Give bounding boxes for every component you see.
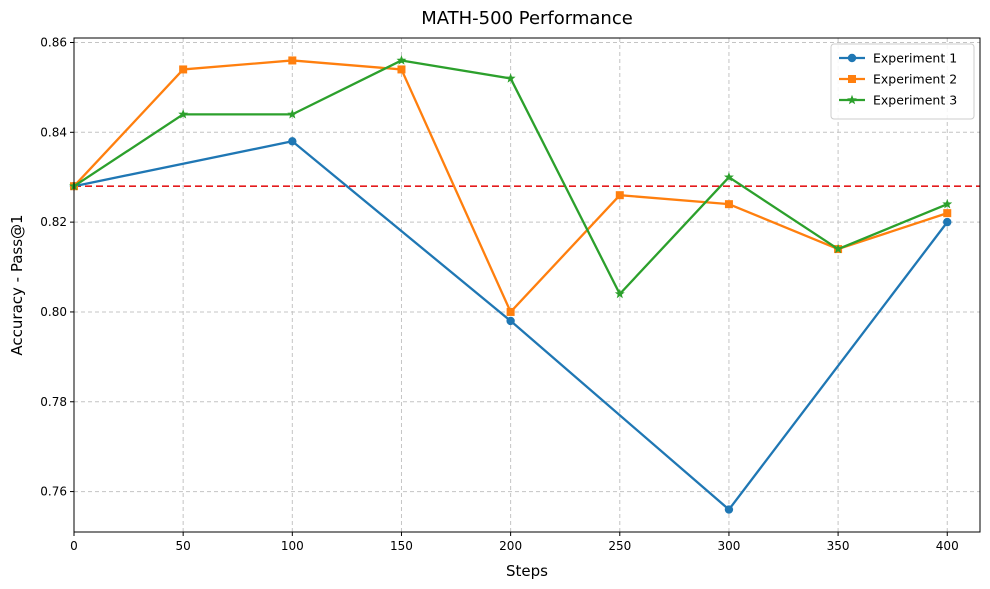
x-tick-label: 400 [936,539,959,553]
x-tick-label: 250 [608,539,631,553]
x-tick-label: 200 [499,539,522,553]
x-tick-label: 0 [70,539,78,553]
data-point [943,209,952,218]
data-point [288,56,297,65]
data-point [396,55,407,65]
legend-item: Experiment 3 [839,93,957,108]
legend-marker [848,75,856,83]
data-point [724,505,734,514]
chart-title: MATH-500 Performance [421,8,633,29]
legend: Experiment 1 Experiment 2 Experiment 3 [830,43,975,120]
data-point [724,200,733,209]
data-point [397,65,406,74]
y-axis-label: Accuracy - Pass@1 [8,214,26,355]
data-point [288,137,297,146]
legend-marker [847,94,857,105]
legend-marker [847,53,857,63]
data-point [506,307,515,316]
y-tick-label: 0.76 [40,485,67,499]
x-tick-label: 150 [390,539,413,553]
data-point [833,243,844,254]
data-point [615,191,624,200]
y-axis-ticks: 0.76 0.78 0.80 0.82 0.84 0.86 [40,35,74,499]
x-tick-label: 300 [717,539,740,553]
plot-frame [73,37,981,533]
x-tick-label: 350 [827,539,850,553]
legend-label: Experiment 1 [873,51,957,66]
x-axis-label: Steps [506,562,548,580]
data-point [287,109,298,119]
legend-box [830,43,975,120]
y-tick-label: 0.84 [40,125,67,139]
legend-label: Experiment 3 [873,93,957,108]
data-point [506,316,515,326]
y-tick-label: 0.80 [40,305,67,319]
legend-label: Experiment 2 [873,72,957,87]
data-point [614,288,625,299]
data-point [943,217,952,227]
data-point [723,172,734,182]
data-point [505,73,516,83]
data-point [178,109,189,119]
data-point [179,65,188,74]
x-tick-label: 50 [176,539,191,553]
legend-item: Experiment 1 [839,51,957,66]
y-tick-label: 0.78 [40,395,67,409]
x-axis-ticks: 0 50 100 150 200 250 300 350 400 [70,532,959,553]
x-tick-label: 100 [281,539,304,553]
y-tick-label: 0.86 [40,35,67,49]
data-point [942,198,953,209]
y-tick-label: 0.82 [40,215,67,229]
legend-item: Experiment 2 [839,72,957,87]
series-group [69,55,953,514]
